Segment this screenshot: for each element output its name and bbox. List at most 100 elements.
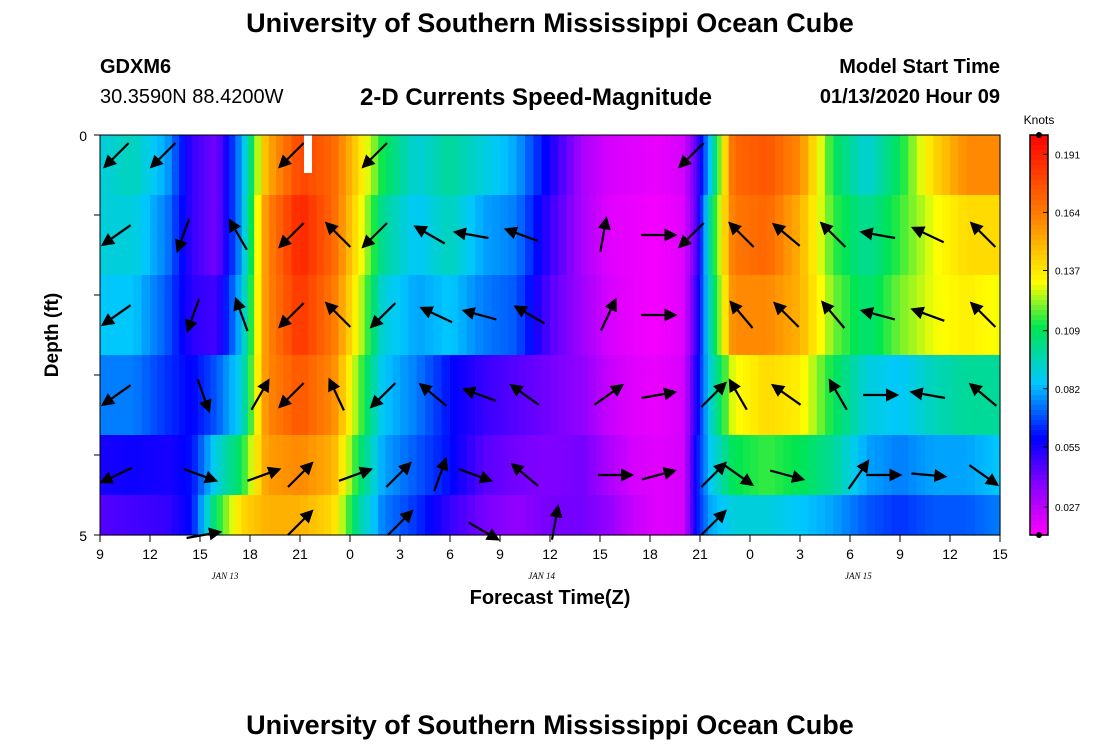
heatmap-cell [707,195,714,276]
heatmap-cell [581,355,590,436]
x-tick-label: 18 [642,546,658,562]
heatmap-cell [941,355,951,436]
heatmap-cell [222,435,230,496]
colorbar-segment [1030,145,1048,151]
heatmap-cell [475,435,484,496]
heatmap-cell [595,275,603,356]
heatmap-cell [908,355,918,436]
heatmap-cell [614,495,622,536]
heatmap-cell [425,435,434,496]
colorbar-segment [1030,275,1048,281]
current-vector-arrow [324,301,352,328]
heatmap-cell [171,195,180,276]
heatmap-cell [825,495,834,536]
heatmap-cell [416,195,426,276]
x-tick-label: 21 [692,546,708,562]
heatmap-cell [766,495,776,536]
current-vector-arrow [100,304,132,327]
heatmap-cell [825,435,834,496]
heatmap-cell [141,195,151,276]
colorbar-segment [1030,295,1048,301]
current-vector-arrow [247,466,282,482]
heatmap-cell [883,435,893,496]
heatmap-cell [728,135,737,196]
heatmap-cell [241,355,249,436]
heatmap-cell [104,195,109,276]
heatmap-cell [500,355,509,436]
heatmap-cell [950,275,959,356]
heatmap-cell [112,435,118,496]
heatmap-cell [700,195,704,276]
heatmap-cell [466,495,476,536]
colorbar-segment [1030,225,1048,231]
current-vector-arrow [728,221,755,248]
heatmap-cell [588,355,597,436]
colorbar-tick-label: 0.027 [1055,503,1080,514]
heatmap-cell [204,275,212,356]
heatmap-cell [441,195,451,276]
heatmap-cell [700,435,704,496]
heatmap-cell [742,195,751,276]
heatmap-cell [345,135,353,196]
heatmap-cell [633,495,641,536]
heatmap-cell [620,355,628,436]
heatmap-cell [950,135,959,196]
current-vector-arrow [185,298,201,334]
colorbar-segment [1030,425,1048,431]
heatmap-cell [550,435,559,496]
heatmap-cell [291,355,301,436]
colorbar-segment [1030,300,1048,306]
heatmap-cell [588,195,597,276]
heatmap-cell [652,435,659,496]
heatmap-cell [717,435,723,496]
heatmap-cell [254,275,263,356]
heatmap-cell [958,195,968,276]
heatmap-cell [766,275,776,356]
heatmap-cell [558,135,568,196]
heatmap-cell [950,495,959,536]
heatmap-cell [966,355,976,436]
heatmap-cell [458,275,468,356]
colorbar-segment [1030,170,1048,176]
heatmap-cell [338,195,347,276]
heatmap-cell [966,275,976,356]
current-vector-arrow [859,227,896,241]
heatmap-cell [533,435,543,496]
heatmap-cell [721,355,730,436]
heatmap-cell [323,495,332,536]
heatmap-cell [261,135,270,196]
heatmap-cell [338,435,347,496]
heatmap-cell [466,135,476,196]
heatmap-cell [675,435,682,496]
heatmap-cell [933,355,943,436]
current-vector-arrow [338,466,374,482]
heatmap-cell [185,135,193,196]
heatmap-cell [475,495,484,536]
heatmap-cell [229,355,237,436]
heatmap-cell [658,435,666,496]
heatmap-cell [491,275,501,356]
x-tick-label: 0 [746,546,754,562]
heatmap-cell [210,435,218,496]
heatmap-cell [595,355,603,436]
heatmap-cell [652,135,659,196]
current-vector-arrow [859,307,896,321]
current-vector-arrow [433,456,449,492]
heatmap-cell [550,355,559,436]
heatmap-cell [588,135,597,196]
colorbar-segment [1030,430,1048,436]
heatmap-cell [791,135,801,196]
current-vector-arrow [819,221,847,248]
heatmap-cell [100,275,105,356]
current-vector-arrow [324,221,352,248]
heatmap-cell [696,275,701,356]
heatmap-cell [941,135,951,196]
heatmap-cell [783,435,793,496]
heatmap-cell [254,195,263,276]
heatmap-cell [558,495,568,536]
heatmap-cell [800,355,809,436]
heatmap-cell [185,495,193,536]
heatmap-cell [241,135,249,196]
heatmap-cell [345,495,353,536]
heatmap-cell [171,275,180,356]
